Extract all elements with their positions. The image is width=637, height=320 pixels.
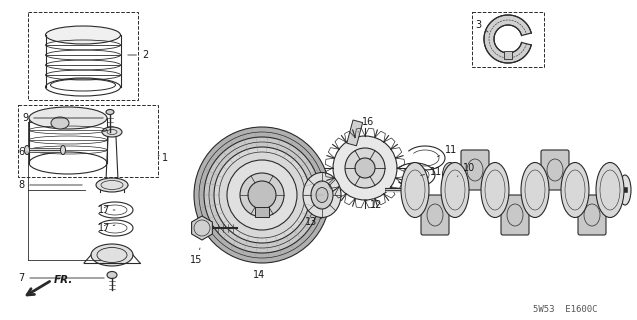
Circle shape [333,136,397,200]
Circle shape [194,127,330,263]
Ellipse shape [102,127,122,137]
Text: 2: 2 [128,50,148,60]
Ellipse shape [619,175,631,205]
FancyBboxPatch shape [501,195,529,235]
Ellipse shape [596,163,624,218]
Circle shape [240,173,284,217]
Bar [347,120,362,146]
Ellipse shape [441,163,469,218]
Polygon shape [484,15,531,63]
Ellipse shape [316,188,328,203]
Text: 15: 15 [190,248,203,265]
Text: 17: 17 [98,205,115,215]
Text: 13: 13 [305,217,322,227]
Text: 3: 3 [475,20,488,32]
Ellipse shape [51,117,69,129]
Text: 17: 17 [98,223,115,233]
Text: 7: 7 [18,273,104,283]
Ellipse shape [303,172,341,218]
Text: 16: 16 [358,117,375,132]
Ellipse shape [521,163,549,218]
Circle shape [345,148,385,188]
FancyBboxPatch shape [255,207,269,217]
Text: 12: 12 [365,200,382,210]
Ellipse shape [106,109,114,115]
Text: 6: 6 [18,147,27,157]
Circle shape [248,181,276,209]
Ellipse shape [107,271,117,278]
Ellipse shape [401,163,429,218]
Bar [18,105,158,177]
Ellipse shape [481,163,509,218]
Text: 1: 1 [158,153,168,163]
Text: FR.: FR. [54,275,73,285]
Circle shape [227,160,297,230]
Ellipse shape [311,181,333,209]
Bar [472,12,544,67]
Text: 14: 14 [253,270,265,280]
FancyBboxPatch shape [578,195,606,235]
Circle shape [204,137,320,253]
Text: 8: 8 [18,180,82,190]
Ellipse shape [91,244,133,266]
Text: 11: 11 [420,167,442,177]
Ellipse shape [45,26,120,44]
Circle shape [214,147,310,243]
Circle shape [355,158,375,178]
FancyBboxPatch shape [541,150,569,190]
Text: 10: 10 [457,163,475,176]
FancyBboxPatch shape [421,195,449,235]
Ellipse shape [24,146,29,155]
Bar [28,12,138,100]
Ellipse shape [29,107,107,129]
Ellipse shape [443,163,457,188]
FancyBboxPatch shape [461,150,489,190]
Polygon shape [192,216,212,240]
Text: 11: 11 [438,145,457,157]
Bar [504,51,512,59]
Ellipse shape [561,163,589,218]
Text: 9: 9 [22,113,103,123]
Text: 5W53  E1600C: 5W53 E1600C [533,306,598,315]
Ellipse shape [96,178,128,192]
Ellipse shape [61,146,66,155]
